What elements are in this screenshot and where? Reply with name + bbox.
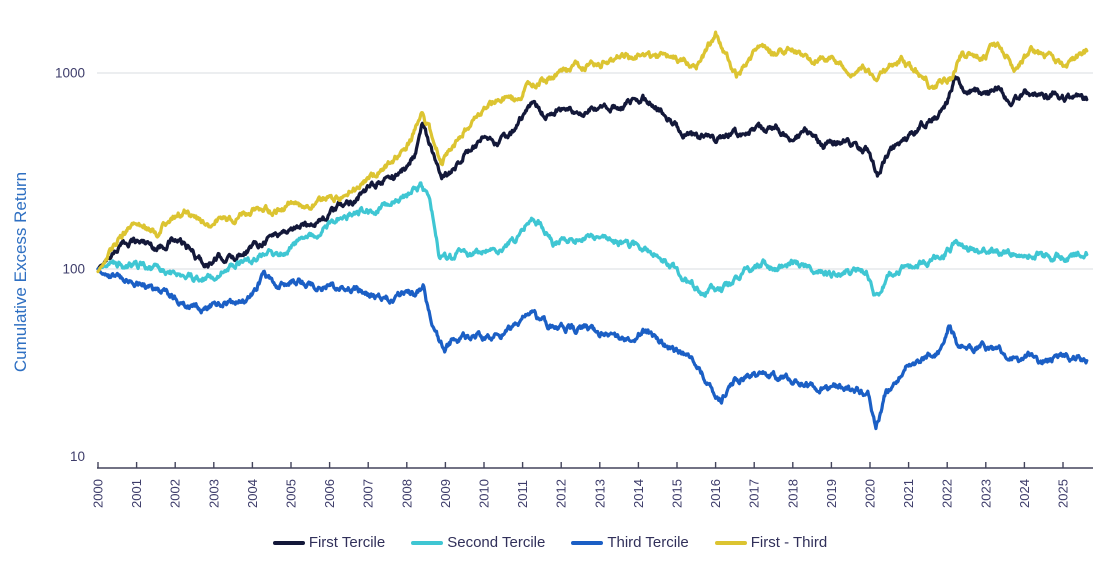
legend-item-first-tercile: First Tercile <box>272 534 386 551</box>
legend: First Tercile Second Tercile Third Tercile… <box>0 534 1100 551</box>
x-tick-label: 2019 <box>824 479 839 508</box>
x-tick-label: 2005 <box>284 479 299 508</box>
legend-dash-icon <box>714 540 747 545</box>
series-line-first-third <box>96 30 1089 274</box>
x-tick-label: 2016 <box>708 479 723 508</box>
line-chart-plot-area: 10 100 1000 2000 2001 2002 2003 2004 2005 2006 200… <box>55 30 1093 508</box>
x-tick-label: 2001 <box>129 479 144 508</box>
x-tick-label: 2000 <box>91 479 106 508</box>
x-tick-label: 2004 <box>245 479 260 508</box>
x-tick-label: 2013 <box>592 479 607 508</box>
legend-item-third-tercile: Third Tercile <box>571 534 689 551</box>
x-tick-label: 2007 <box>361 479 376 508</box>
x-tick-label: 2010 <box>477 479 492 508</box>
x-tick-label: 2003 <box>206 479 221 508</box>
y-tick-label: 100 <box>62 262 85 277</box>
x-tick-label: 2014 <box>631 479 646 508</box>
x-tick-label: 2022 <box>940 479 955 508</box>
x-tick-label: 2012 <box>554 479 569 508</box>
x-tick-label: 2020 <box>863 479 878 508</box>
y-tick-label: 10 <box>70 449 85 464</box>
x-tick-label: 2024 <box>1017 479 1032 508</box>
x-tick-label: 2011 <box>515 480 530 508</box>
legend-label: First Tercile <box>308 534 386 551</box>
legend-dash-icon <box>411 540 444 545</box>
legend-dash-icon <box>272 540 305 545</box>
legend-label: Second Tercile <box>447 534 546 551</box>
x-tick-label: 2021 <box>901 479 916 508</box>
series-line-second-tercile <box>96 181 1089 298</box>
x-tick-label: 2018 <box>785 479 800 508</box>
x-tick-label: 2009 <box>438 479 453 508</box>
x-tick-label: 2008 <box>399 479 414 508</box>
x-tick-label: 2006 <box>322 479 337 508</box>
x-tick-label: 2025 <box>1056 479 1071 508</box>
legend-item-first-third: First - Third <box>714 534 828 551</box>
legend-label: Third Tercile <box>607 534 689 551</box>
legend-label: First - Third <box>750 534 828 551</box>
y-tick-label: 1000 <box>55 66 85 81</box>
legend-item-second-tercile: Second Tercile <box>411 534 545 551</box>
legend-dash-icon <box>571 540 604 545</box>
x-tick-label: 2017 <box>747 479 762 508</box>
x-tick-label: 2023 <box>978 479 993 508</box>
series-line-first-tercile <box>96 75 1089 271</box>
x-tick-label: 2002 <box>168 479 183 508</box>
series-line-third-tercile <box>96 267 1089 431</box>
x-tick-label: 2015 <box>670 479 685 508</box>
